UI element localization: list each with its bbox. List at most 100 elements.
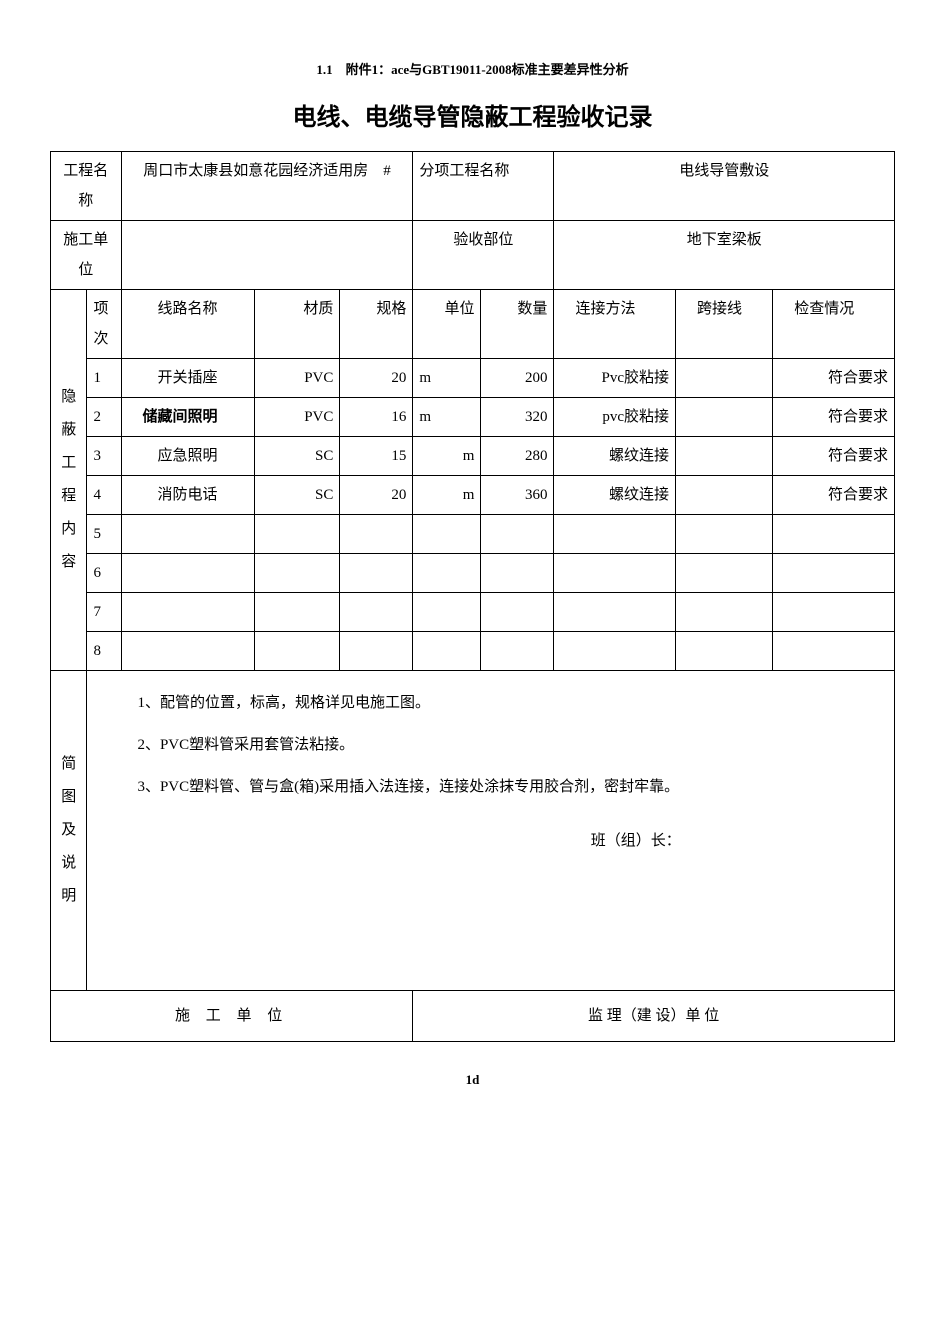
cell-name: 储藏间照明	[121, 398, 255, 437]
col-check: 检查情况	[773, 290, 895, 359]
col-seq: 项次	[87, 290, 121, 359]
col-qty: 数量	[481, 290, 554, 359]
header-label: 1.1 附件1：ace与GBT19011-2008标准主要差异性分析	[50, 60, 895, 81]
table-row: 1 开关插座 PVC 20 m 200 Pvc胶粘接 符合要求	[51, 359, 895, 398]
side-label-text: 隐蔽工程内容	[61, 381, 76, 579]
cell-seq: 1	[87, 359, 121, 398]
cell-qty	[481, 593, 554, 632]
project-name-value: 周口市太康县如意花园经济适用房 #	[121, 152, 413, 221]
cell-conn: pvc胶粘接	[554, 398, 676, 437]
footer-row: 施 工 单 位 监 理（建 设）单 位	[51, 991, 895, 1042]
cell-material: PVC	[255, 359, 340, 398]
notes-label-text: 简图及说明	[61, 748, 76, 913]
project-name-label: 工程名称	[51, 152, 122, 221]
cell-unit: m	[413, 359, 481, 398]
note-line: 1、配管的位置，标高，规格详见电施工图。	[107, 685, 884, 721]
col-jumper: 跨接线	[676, 290, 773, 359]
cell-seq: 6	[87, 554, 121, 593]
cell-jumper	[676, 398, 773, 437]
cell-qty: 320	[481, 398, 554, 437]
info-row-2: 施工单位 验收部位 地下室梁板	[51, 221, 895, 290]
cell-qty	[481, 515, 554, 554]
note-line: 3、PVC塑料管、管与盒(箱)采用插入法连接，连接处涂抹专用胶合剂，密封牢靠。	[107, 769, 884, 805]
cell-qty	[481, 554, 554, 593]
cell-unit	[413, 632, 481, 671]
cell-jumper	[676, 593, 773, 632]
cell-seq: 5	[87, 515, 121, 554]
page-number: 1d	[50, 1070, 895, 1091]
cell-name: 消防电话	[121, 476, 255, 515]
column-header-row: 隐蔽工程内容 项次 线路名称 材质 规格 单位 数量 连接方法 跨接线 检查情况	[51, 290, 895, 359]
col-conn: 连接方法	[554, 290, 676, 359]
cell-material	[255, 632, 340, 671]
cell-spec	[340, 593, 413, 632]
main-table: 工程名称 周口市太康县如意花园经济适用房 # 分项工程名称 电线导管敷设 施工单…	[50, 151, 895, 1042]
cell-conn: Pvc胶粘接	[554, 359, 676, 398]
notes-label: 简图及说明	[51, 671, 87, 991]
table-row: 7	[51, 593, 895, 632]
cell-seq: 4	[87, 476, 121, 515]
cell-spec	[340, 515, 413, 554]
cell-jumper	[676, 632, 773, 671]
cell-check	[773, 593, 895, 632]
table-row: 5	[51, 515, 895, 554]
notes-content: 1、配管的位置，标高，规格详见电施工图。 2、PVC塑料管采用套管法粘接。 3、…	[87, 671, 895, 991]
cell-name: 开关插座	[121, 359, 255, 398]
cell-unit: m	[413, 437, 481, 476]
cell-check: 符合要求	[773, 476, 895, 515]
cell-conn	[554, 632, 676, 671]
notes-row: 简图及说明 1、配管的位置，标高，规格详见电施工图。 2、PVC塑料管采用套管法…	[51, 671, 895, 991]
subitem-label: 分项工程名称	[413, 152, 554, 221]
cell-unit: m	[413, 476, 481, 515]
col-unit: 单位	[413, 290, 481, 359]
subitem-value: 电线导管敷设	[554, 152, 895, 221]
cell-name	[121, 515, 255, 554]
col-name: 线路名称	[121, 290, 255, 359]
cell-jumper	[676, 476, 773, 515]
note-line: 2、PVC塑料管采用套管法粘接。	[107, 727, 884, 763]
cell-jumper	[676, 515, 773, 554]
cell-material	[255, 593, 340, 632]
cell-conn	[554, 515, 676, 554]
cell-seq: 3	[87, 437, 121, 476]
table-row: 6	[51, 554, 895, 593]
cell-unit	[413, 593, 481, 632]
cell-conn	[554, 593, 676, 632]
cell-qty: 360	[481, 476, 554, 515]
cell-material: SC	[255, 476, 340, 515]
cell-name	[121, 554, 255, 593]
cell-check	[773, 515, 895, 554]
cell-qty	[481, 632, 554, 671]
cell-material: PVC	[255, 398, 340, 437]
cell-spec: 20	[340, 359, 413, 398]
cell-unit: m	[413, 398, 481, 437]
cell-material	[255, 554, 340, 593]
cell-name-bold: 储藏间照明	[143, 409, 218, 425]
cell-spec	[340, 554, 413, 593]
team-leader-label: 班（组）长：	[387, 823, 884, 859]
cell-check: 符合要求	[773, 359, 895, 398]
cell-seq: 7	[87, 593, 121, 632]
table-row: 3 应急照明 SC 15 m 280 螺纹连接 符合要求	[51, 437, 895, 476]
cell-conn: 螺纹连接	[554, 476, 676, 515]
col-material: 材质	[255, 290, 340, 359]
accept-part-label: 验收部位	[413, 221, 554, 290]
info-row-1: 工程名称 周口市太康县如意花园经济适用房 # 分项工程名称 电线导管敷设	[51, 152, 895, 221]
accept-part-value: 地下室梁板	[554, 221, 895, 290]
cell-unit	[413, 554, 481, 593]
cell-qty: 280	[481, 437, 554, 476]
doc-title: 电线、电缆导管隐蔽工程验收记录	[50, 99, 895, 137]
cell-spec	[340, 632, 413, 671]
footer-supervisor: 监 理（建 设）单 位	[413, 991, 895, 1042]
cell-name: 应急照明	[121, 437, 255, 476]
cell-check	[773, 632, 895, 671]
builder-value	[121, 221, 413, 290]
cell-check: 符合要求	[773, 437, 895, 476]
cell-check	[773, 554, 895, 593]
cell-name	[121, 593, 255, 632]
cell-qty: 200	[481, 359, 554, 398]
table-row: 2 储藏间照明 PVC 16 m 320 pvc胶粘接 符合要求	[51, 398, 895, 437]
cell-seq: 2	[87, 398, 121, 437]
cell-spec: 20	[340, 476, 413, 515]
cell-material: SC	[255, 437, 340, 476]
